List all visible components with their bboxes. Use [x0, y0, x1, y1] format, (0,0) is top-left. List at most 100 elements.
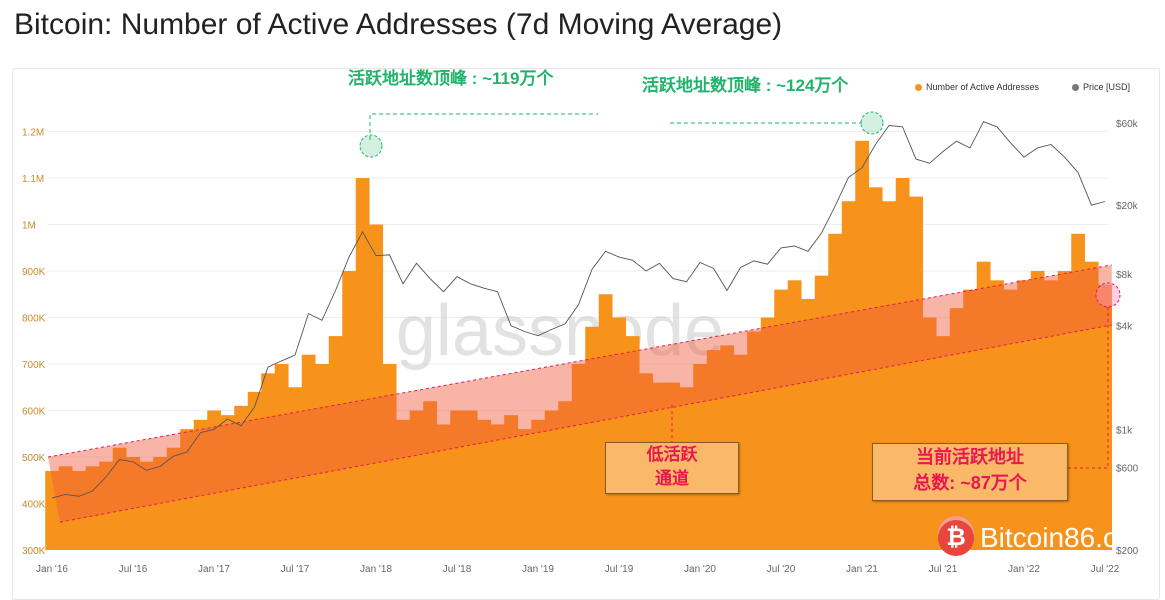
peak1-marker	[359, 134, 383, 158]
bar	[382, 364, 397, 550]
right-tick-label: $200	[1116, 546, 1139, 557]
bar	[369, 224, 384, 550]
bar	[139, 461, 154, 550]
peak1-annotation: 活跃地址数顶峰 : ~119万个	[348, 68, 554, 88]
bar	[585, 326, 600, 550]
x-tick-label: Jul '17	[281, 564, 310, 575]
x-tick-label: Jul '22	[1091, 564, 1120, 575]
bar	[153, 457, 168, 550]
x-tick-label: Jan '20	[684, 564, 716, 575]
peak2-marker	[860, 111, 884, 135]
bar	[180, 429, 195, 550]
bar	[1084, 261, 1099, 550]
bar	[45, 470, 60, 550]
right-tick-label: $4k	[1116, 322, 1133, 333]
annotations: 活跃地址数顶峰 : ~119万个 活跃地址数顶峰 : ~124万个	[348, 68, 1121, 469]
bar	[112, 447, 127, 550]
channel-lower-line	[59, 324, 1112, 523]
x-tick-label: Jan '16	[36, 564, 68, 575]
bar	[409, 410, 424, 550]
bar	[733, 354, 748, 550]
page-title: Bitcoin: Number of Active Addresses (7d …	[14, 8, 783, 41]
legend-dot-icon	[915, 83, 922, 91]
left-tick-label: 500K	[22, 453, 46, 464]
bar	[342, 271, 357, 550]
current-marker	[1095, 282, 1121, 308]
bar	[598, 294, 613, 550]
bar	[477, 419, 492, 550]
channel-upper-line	[47, 264, 1112, 458]
right-tick-label: $8k	[1116, 270, 1133, 281]
peak1-leader	[369, 113, 598, 140]
legend-item-addresses[interactable]: Number of Active Addresses	[915, 82, 1039, 92]
bar	[571, 364, 586, 550]
low-activity-channel-box: 低活跃 通道	[605, 442, 739, 494]
channel-box-line1: 低活跃	[646, 445, 698, 464]
bar	[396, 419, 411, 550]
low-activity-channel	[47, 264, 1112, 523]
bar	[261, 373, 276, 550]
x-tick-label: Jan '18	[360, 564, 392, 575]
x-tick-label: Jul '20	[767, 564, 796, 575]
bar	[504, 415, 519, 550]
x-tick-label: Jan '22	[1008, 564, 1040, 575]
right-tick-label: $20k	[1116, 201, 1139, 212]
right-tick-label: $600	[1116, 464, 1139, 475]
left-tick-label: 600K	[22, 407, 46, 418]
bitcoin-logo-icon: ₿	[938, 520, 974, 556]
x-tick-label: Jul '19	[605, 564, 634, 575]
watermark: glassnode	[396, 291, 724, 371]
bar	[436, 424, 451, 550]
left-tick-label: 1.1M	[22, 174, 44, 185]
price-line	[51, 121, 1106, 499]
bar	[166, 447, 181, 550]
channel-band	[48, 264, 1112, 523]
left-tick-label: 800K	[22, 314, 46, 325]
x-tick-label: Jul '21	[929, 564, 958, 575]
bar	[490, 424, 505, 550]
bar	[193, 419, 208, 550]
bar	[814, 275, 829, 550]
bar	[355, 178, 370, 550]
bar	[58, 466, 73, 550]
bar	[207, 410, 222, 550]
right-tick-label: $1k	[1116, 425, 1133, 436]
bar	[72, 470, 87, 550]
legend-label: Number of Active Addresses	[926, 82, 1040, 92]
bar	[1098, 284, 1113, 550]
bar	[801, 298, 816, 550]
bar	[126, 457, 141, 550]
bar	[450, 410, 465, 550]
bar	[328, 336, 343, 550]
left-tick-label: 400K	[22, 500, 46, 511]
channel-box-line2: 通道	[655, 469, 689, 488]
bar	[234, 405, 249, 550]
left-tick-label: 300K	[22, 546, 46, 557]
bar	[99, 461, 114, 550]
legend-dot-icon	[1072, 83, 1079, 91]
left-tick-label: 900K	[22, 267, 46, 278]
x-tick-label: Jan '21	[846, 564, 878, 575]
bar	[1071, 233, 1086, 551]
bar	[315, 364, 330, 550]
current-box-line1: 当前活跃地址	[916, 447, 1024, 467]
left-tick-label: 1.2M	[22, 128, 44, 139]
left-tick-label: 1M	[22, 221, 36, 232]
peak2-annotation: 活跃地址数顶峰 : ~124万个	[642, 75, 849, 95]
current-box-line2: 总数: ~87万个	[913, 473, 1027, 493]
x-tick-label: Jul '18	[443, 564, 472, 575]
bar	[774, 289, 789, 550]
bar	[544, 410, 559, 550]
x-tick-label: Jul '16	[119, 564, 148, 575]
right-tick-label: $60k	[1116, 119, 1139, 130]
bar	[247, 391, 262, 550]
current-leader	[1066, 307, 1109, 469]
bar	[760, 317, 775, 550]
left-tick-label: 700K	[22, 360, 46, 371]
bar	[841, 201, 856, 550]
legend-item-price[interactable]: Price [USD]	[1072, 82, 1130, 92]
current-addresses-box: 当前活跃地址 总数: ~87万个	[872, 443, 1068, 501]
bar	[531, 419, 546, 550]
bar	[747, 331, 762, 550]
bar	[558, 401, 573, 550]
